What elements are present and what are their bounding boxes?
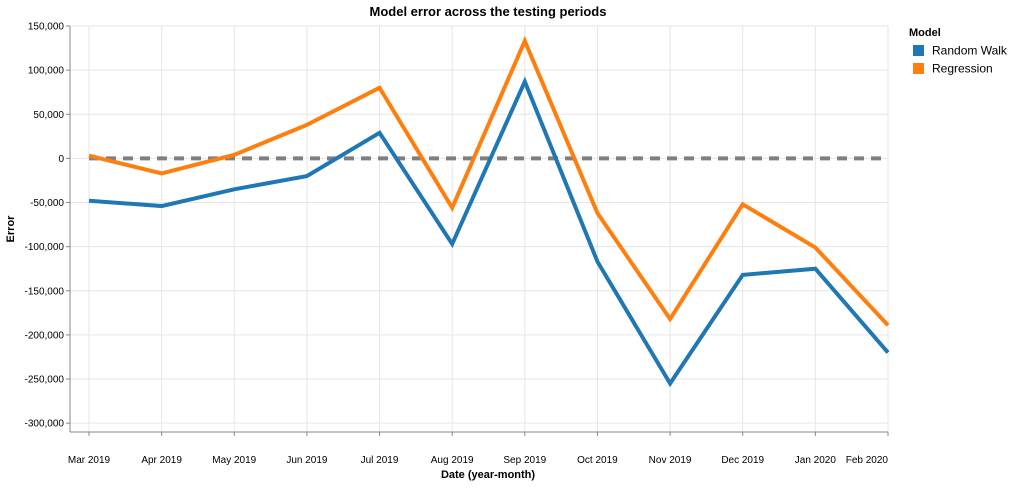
y-tick-label: 150,000 (28, 22, 65, 33)
legend: Model Random Walk Regression (909, 27, 1008, 76)
x-axis: Mar 2019 Apr 2019 May 2019 Jun 2019 Jul 2019… (68, 431, 889, 466)
y-tick-label: 0 (58, 154, 64, 165)
x-tick-label: May 2019 (212, 455, 256, 466)
y-tick-label: -300,000 (25, 419, 65, 430)
series-line-random-walk (88, 76, 890, 388)
grid (70, 25, 889, 432)
x-tick-label: Apr 2019 (141, 455, 182, 466)
y-tick-label: -250,000 (25, 375, 65, 386)
legend-label-regression: Regression (932, 62, 993, 76)
legend-label-random-walk: Random Walk (932, 44, 1008, 58)
series-lines (88, 35, 890, 388)
x-tick-label: Sep 2019 (503, 455, 546, 466)
y-axis-title: Error (5, 215, 17, 243)
y-tick-label: 50,000 (33, 110, 64, 121)
y-tick-label: -50,000 (30, 198, 64, 209)
x-tick-label: Nov 2019 (649, 455, 692, 466)
y-axis: 150,000 100,000 50,000 0 -50,000 -100,000 -150… (25, 22, 71, 432)
x-tick-label: Jun 2019 (286, 455, 328, 466)
x-tick-label: Jan 2020 (795, 455, 837, 466)
y-tick-label: -200,000 (25, 330, 65, 341)
legend-swatch-random-walk (913, 45, 924, 56)
legend-title: Model (909, 27, 941, 39)
y-tick-label: -150,000 (25, 286, 65, 297)
x-axis-title: Date (year-month) (441, 469, 535, 481)
x-tick-label: Aug 2019 (431, 455, 474, 466)
y-tick-label: -100,000 (25, 242, 65, 253)
series-line-regression (88, 35, 890, 327)
x-tick-label: Feb 2020 (846, 455, 889, 466)
legend-swatch-regression (913, 63, 924, 74)
x-tick-label: Oct 2019 (577, 455, 618, 466)
y-tick-label: 100,000 (28, 66, 65, 77)
chart-title: Model error across the testing periods (370, 4, 607, 19)
x-tick-label: Jul 2019 (361, 455, 399, 466)
x-tick-label: Mar 2019 (68, 455, 111, 466)
x-tick-label: Dec 2019 (721, 455, 764, 466)
